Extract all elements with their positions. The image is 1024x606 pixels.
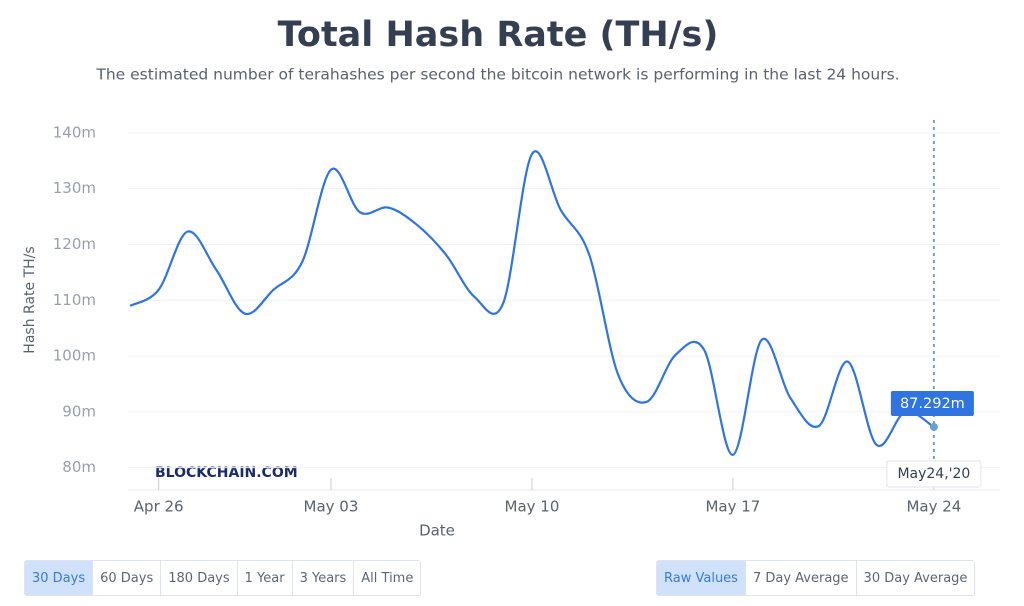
x-tick-label: May 24	[906, 498, 961, 516]
chart: Total Hash Rate (TH/s) The estimated num…	[22, 15, 1000, 540]
toggle-button[interactable]: All Time	[354, 561, 421, 595]
y-tick-label: 100m	[53, 347, 96, 365]
toggle-button[interactable]: 30 Day Average	[856, 561, 975, 595]
chart-subtitle: The estimated number of terahashes per s…	[95, 66, 899, 84]
y-tick-label: 110m	[53, 291, 96, 309]
x-axis-label: Date	[419, 522, 455, 540]
x-ticks: Apr 26 May 03 May 10 May 17 May 24	[134, 478, 961, 516]
tooltip-date-box	[886, 460, 982, 488]
toggle-button[interactable]: 7 Day Average	[745, 561, 857, 595]
toggle-button[interactable]: Raw Values	[657, 561, 746, 595]
y-tick-label: 120m	[53, 235, 96, 253]
x-tick-label: Apr 26	[134, 498, 184, 516]
y-tick-label: 80m	[62, 458, 96, 476]
toggle-button[interactable]: 60 Days	[93, 561, 162, 595]
watermark: BLOCKCHAIN.COM	[155, 465, 298, 481]
average-buttons: Raw Values 7 Day Average 30 Day Average	[656, 560, 976, 596]
chart-title: Total Hash Rate (TH/s)	[278, 15, 719, 55]
y-tick-label: 90m	[62, 402, 96, 420]
line-series	[129, 150, 935, 456]
x-tick-label: May 10	[505, 498, 560, 516]
highlight-point	[929, 422, 938, 431]
tooltip-box	[890, 391, 974, 416]
tooltip-value: 87.292m	[900, 396, 965, 412]
toggle-button[interactable]: 3 Years	[292, 561, 355, 595]
toggle-button[interactable]: 1 Year	[237, 561, 293, 595]
x-tick-label: May 03	[304, 498, 359, 516]
toggle-button[interactable]: 180 Days	[161, 561, 238, 595]
y-tick-label: 130m	[53, 179, 96, 197]
toggle-button[interactable]: 30 Days	[25, 561, 94, 595]
x-tick-label: May 17	[705, 498, 760, 516]
y-tick-label: 140m	[53, 123, 96, 141]
tooltip-date: May24,'20	[897, 466, 970, 482]
y-axis-label: Hash Rate TH/s	[22, 246, 38, 353]
range-buttons: 30 Days 60 Days 180 Days 1 Year 3 Years All T…	[24, 560, 422, 596]
